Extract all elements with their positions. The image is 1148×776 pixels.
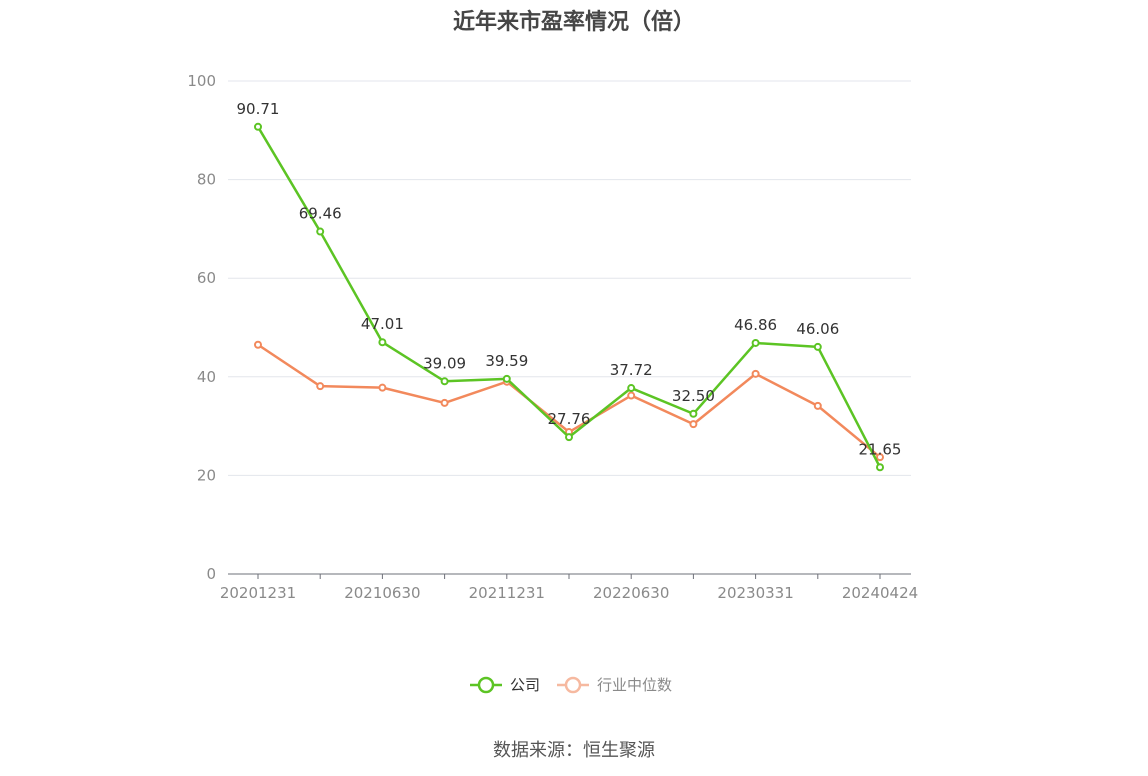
data-point[interactable] [316,227,325,236]
y-tick-label: 20 [197,466,216,484]
data-label: 21.65 [859,440,902,458]
data-point[interactable] [813,342,822,351]
data-point[interactable] [502,374,511,383]
x-tick-label: 20201231 [220,584,296,602]
legend: 公司 行业中位数 [470,676,672,694]
data-label: 46.06 [796,320,839,338]
data-label: 39.59 [485,352,528,370]
data-label: 90.71 [237,100,280,118]
data-point[interactable] [813,401,822,410]
x-tick-label: 20240424 [842,584,918,602]
data-point[interactable] [876,463,884,472]
data-point[interactable] [751,338,760,347]
chart-title: 近年来市盈率情况（倍） [452,10,695,35]
data-label: 47.01 [361,315,404,333]
y-tick-label: 100 [187,72,216,90]
y-tick-label: 40 [197,368,216,386]
y-axis: 0 20 40 60 80 100 [187,72,216,583]
data-point[interactable] [876,453,884,462]
y-tick-label: 0 [206,565,216,583]
data-point[interactable] [440,377,449,386]
x-tick-label: 20211231 [469,584,545,602]
data-point[interactable] [378,383,387,392]
x-tick-label: 20220630 [593,584,669,602]
data-point[interactable] [627,391,636,400]
data-point[interactable] [565,433,573,442]
data-label: 46.86 [734,316,777,334]
data-label: 39.09 [423,354,466,372]
x-axis: 20201231 20210630 20211231 20220630 20230331… [220,573,918,602]
data-point[interactable] [254,340,262,349]
source-note: 数据来源：恒生聚源 [493,740,655,761]
legend-item-industry-median[interactable]: 行业中位数 [557,676,672,694]
legend-label: 行业中位数 [597,676,672,694]
legend-label: 公司 [510,676,540,694]
data-point[interactable] [440,398,449,407]
data-point[interactable] [378,338,387,347]
data-point[interactable] [627,384,636,393]
y-tick-label: 60 [197,269,216,287]
data-point[interactable] [316,382,325,391]
data-point[interactable] [689,420,698,429]
legend-item-company[interactable]: 公司 [470,676,540,694]
data-point[interactable] [689,409,698,418]
data-point[interactable] [751,369,760,378]
data-labels: 90.71 69.46 47.01 39.09 39.59 27.76 37.72 32.50… [237,100,902,458]
data-label: 37.72 [610,361,653,379]
legend-marker-icon [477,676,495,694]
data-label: 32.50 [672,387,715,405]
legend-marker-icon [564,676,582,694]
x-tick-label: 20210630 [344,584,420,602]
grid-lines [228,80,911,476]
data-label: 69.46 [299,205,342,223]
x-tick-label: 20230331 [717,584,793,602]
data-label: 27.76 [548,410,591,428]
y-tick-label: 80 [197,171,216,189]
data-point[interactable] [254,122,262,131]
series-lines [254,122,884,472]
